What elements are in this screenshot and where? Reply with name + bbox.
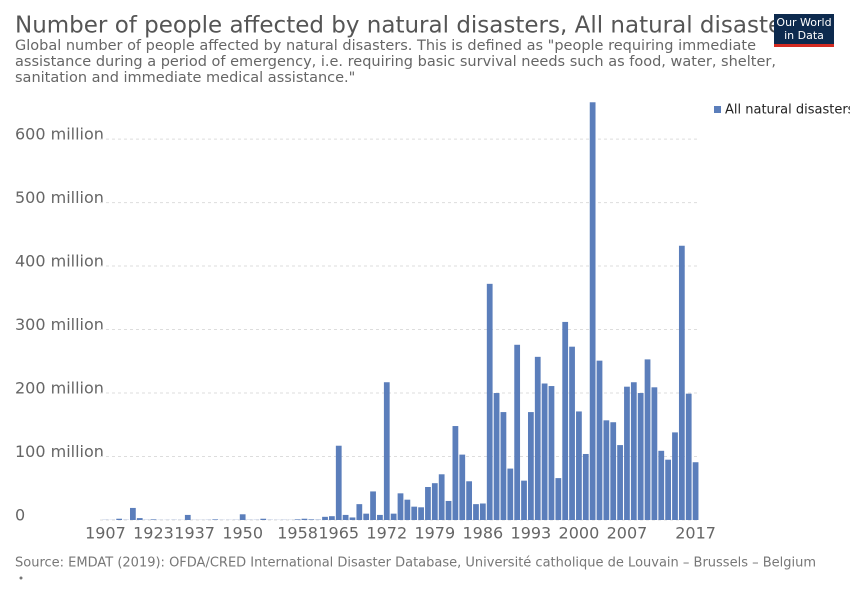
bar — [432, 483, 438, 520]
bar — [624, 387, 630, 520]
y-tick-label: 0 — [15, 506, 25, 525]
bar — [521, 481, 527, 520]
bar — [507, 469, 513, 520]
y-tick-label: 300 million — [15, 315, 104, 334]
logo: Our World in Data — [774, 14, 834, 42]
bar — [631, 382, 637, 520]
bar — [665, 460, 671, 520]
bar — [130, 508, 136, 520]
bar — [576, 411, 582, 520]
legend-label: All natural disasters — [725, 103, 850, 118]
x-tick-label: 1923 — [133, 524, 174, 543]
bar — [590, 102, 596, 520]
bar — [583, 454, 589, 520]
y-tick-label: 100 million — [15, 442, 104, 461]
bar — [686, 394, 692, 520]
bar — [384, 382, 390, 520]
bar — [597, 361, 603, 520]
bar — [343, 515, 349, 520]
bar — [542, 384, 548, 520]
bar — [391, 514, 397, 520]
bar — [446, 501, 452, 520]
bar — [487, 284, 493, 520]
y-tick-label: 500 million — [15, 188, 104, 207]
bar — [658, 451, 664, 520]
bar — [459, 455, 465, 520]
bar — [370, 491, 376, 520]
bar — [466, 481, 472, 520]
x-tick-label: 1972 — [366, 524, 407, 543]
bar — [693, 462, 699, 520]
bar — [494, 393, 500, 520]
y-tick-label: 200 million — [15, 379, 104, 398]
bar — [425, 487, 431, 520]
bar — [116, 519, 122, 520]
bar — [535, 357, 541, 520]
bar — [151, 519, 157, 520]
bar — [308, 519, 314, 520]
bullet — [20, 577, 23, 580]
bar — [645, 359, 651, 520]
x-tick-label: 2017 — [675, 524, 716, 543]
y-tick-label: 400 million — [15, 252, 104, 271]
logo-bar — [774, 44, 834, 47]
bar — [439, 474, 445, 520]
legend-swatch — [714, 106, 721, 113]
bar — [672, 432, 678, 520]
x-tick-label: 1979 — [414, 524, 455, 543]
bar — [336, 446, 342, 520]
subtitle-box: Global number of people affected by natu… — [15, 38, 835, 90]
bar — [514, 345, 520, 520]
bar — [329, 516, 335, 520]
chart-subtitle: Global number of people affected by natu… — [15, 38, 835, 86]
y-tick-label: 600 million — [15, 125, 104, 144]
bar — [322, 517, 328, 520]
bar — [240, 514, 246, 520]
x-tick-label: 1907 — [85, 524, 126, 543]
bar — [453, 426, 459, 520]
bar — [411, 507, 417, 520]
bar — [638, 393, 644, 520]
bar — [185, 515, 191, 520]
bar — [302, 519, 308, 520]
bar — [555, 478, 561, 520]
bar — [679, 246, 685, 520]
x-tick-label: 2000 — [559, 524, 600, 543]
x-tick-label: 1986 — [462, 524, 503, 543]
bar — [295, 519, 301, 520]
bar — [137, 518, 143, 520]
bar — [212, 519, 218, 520]
x-tick-label: 1993 — [511, 524, 552, 543]
bar — [652, 387, 658, 520]
logo-box: Our World in Data — [774, 14, 834, 44]
bar — [610, 422, 616, 520]
bar — [480, 503, 486, 520]
bar — [549, 386, 555, 520]
bar — [569, 347, 575, 520]
bar — [377, 515, 383, 520]
bar — [617, 445, 623, 520]
bar — [528, 412, 534, 520]
bar — [363, 514, 369, 520]
x-tick-label: 1958 — [277, 524, 318, 543]
bar — [404, 500, 410, 520]
x-tick-label: 1937 — [174, 524, 215, 543]
x-tick-label: 2007 — [607, 524, 648, 543]
bar — [473, 504, 479, 520]
bar — [562, 322, 568, 520]
source: Source: EMDAT (2019): OFDA/CRED Internat… — [15, 556, 816, 571]
bar — [418, 507, 424, 520]
bar — [260, 519, 266, 520]
bar — [501, 412, 507, 520]
bar — [603, 420, 609, 520]
x-tick-label: 1965 — [318, 524, 359, 543]
chart-title: Number of people affected by natural dis… — [15, 13, 804, 39]
bar — [398, 493, 404, 520]
bar — [356, 504, 362, 520]
x-tick-label: 1950 — [222, 524, 263, 543]
bar — [350, 517, 356, 520]
